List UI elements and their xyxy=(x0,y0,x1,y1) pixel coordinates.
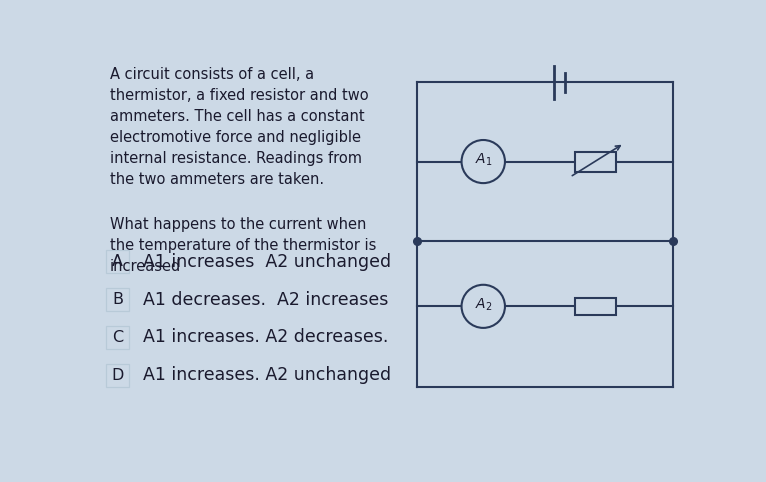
Text: A1 decreases.  A2 increases: A1 decreases. A2 increases xyxy=(143,291,388,308)
Text: A1 increases  A2 unchanged: A1 increases A2 unchanged xyxy=(143,253,391,271)
Circle shape xyxy=(462,285,505,328)
Text: D: D xyxy=(111,368,123,383)
Text: B: B xyxy=(112,292,123,307)
Text: A circuit consists of a cell, a
thermistor, a fixed resistor and two
ammeters. T: A circuit consists of a cell, a thermist… xyxy=(110,67,368,187)
Text: $\mathit{A}_2$: $\mathit{A}_2$ xyxy=(475,296,493,313)
Text: C: C xyxy=(112,330,123,345)
Circle shape xyxy=(462,140,505,183)
Bar xyxy=(575,151,616,172)
Text: A: A xyxy=(112,254,123,269)
FancyBboxPatch shape xyxy=(106,326,129,349)
Text: What happens to the current when
the temperature of the thermistor is
increased: What happens to the current when the tem… xyxy=(110,217,376,274)
Text: A1 increases. A2 unchanged: A1 increases. A2 unchanged xyxy=(143,366,391,384)
FancyBboxPatch shape xyxy=(106,288,129,311)
Bar xyxy=(575,298,616,315)
FancyBboxPatch shape xyxy=(106,250,129,273)
Text: A1 increases. A2 decreases.: A1 increases. A2 decreases. xyxy=(143,328,388,347)
FancyBboxPatch shape xyxy=(106,363,129,387)
Text: $\mathit{A}_1$: $\mathit{A}_1$ xyxy=(475,152,493,168)
